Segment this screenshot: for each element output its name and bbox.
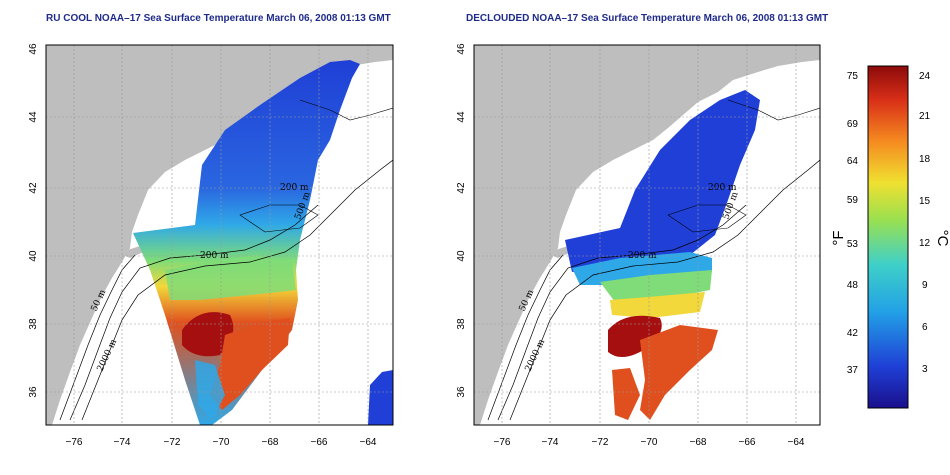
celsius-tick: 15: [919, 196, 931, 207]
fahrenheit-tick: 37: [847, 365, 859, 376]
sst-cold-shelf: [565, 90, 760, 272]
colorbar-celsius-ticks: 24 21 18 15 12 9 6 3: [919, 71, 931, 375]
x-tick-label: −76: [494, 437, 511, 448]
x-axis-ticks: −76 −74 −72 −70 −68 −66 −64: [494, 437, 805, 448]
x-tick-label: −68: [690, 437, 707, 448]
colorbar-fahrenheit-ticks: 75 69 64 59 53 48 42 37: [847, 71, 859, 376]
sst-warm-band: [610, 292, 705, 318]
fahrenheit-tick: 48: [847, 280, 859, 291]
sst-hot-fragment: [612, 368, 640, 420]
fahrenheit-tick: 75: [847, 71, 859, 82]
y-tick-label: 38: [456, 318, 467, 330]
celsius-tick: 24: [919, 71, 931, 82]
x-tick-label: −72: [592, 437, 609, 448]
x-tick-label: −70: [213, 437, 230, 448]
fahrenheit-tick: 64: [847, 156, 859, 167]
x-tick-label: −64: [360, 437, 377, 448]
x-tick-label: −72: [164, 437, 181, 448]
y-tick-label: 42: [28, 182, 39, 194]
land-mass: [474, 45, 820, 425]
x-tick-label: −66: [739, 437, 756, 448]
y-tick-label: 38: [28, 318, 39, 330]
y-tick-label: 44: [456, 111, 467, 123]
x-tick-label: −68: [262, 437, 279, 448]
land-mass: [46, 45, 393, 425]
y-tick-label: 46: [28, 43, 39, 55]
celsius-tick: 3: [922, 364, 928, 375]
celsius-tick: 6: [922, 322, 928, 333]
y-axis-ticks: 36 38 40 42 44 46: [456, 43, 467, 398]
sst-hottest-patch: [608, 315, 662, 357]
map-frame: [473, 44, 821, 426]
x-tick-label: −74: [114, 437, 131, 448]
y-tick-label: 36: [456, 386, 467, 398]
cool-filament: [195, 360, 225, 420]
fahrenheit-tick: 59: [847, 195, 859, 206]
eastern-fragment: [368, 370, 393, 425]
x-tick-label: −74: [542, 437, 559, 448]
colorbar: 75 69 64 59 53 48 42 37 24 21 18 15 12 9…: [830, 65, 950, 409]
grid-lines: [474, 45, 820, 425]
y-tick-label: 40: [28, 250, 39, 262]
fahrenheit-tick: 53: [847, 239, 859, 250]
y-axis-ticks: 36 38 40 42 44 46: [28, 43, 39, 398]
fahrenheit-tick: 69: [847, 119, 859, 130]
x-tick-label: −64: [788, 437, 805, 448]
warm-core-eddy: [182, 312, 234, 357]
colorbar-gradient: [867, 65, 909, 409]
grid-lines: [46, 45, 393, 425]
celsius-tick: 12: [919, 238, 931, 249]
contour-200m: [69, 204, 319, 421]
celsius-tick: 9: [922, 280, 928, 291]
x-axis-ticks: −76 −74 −72 −70 −68 −66 −64: [66, 437, 377, 448]
right-map-panel: 50 m 2000 m 200 m 200 m 500 m −76 −74 −7…: [456, 43, 821, 448]
contour-200m: [497, 204, 747, 421]
x-tick-label: −76: [66, 437, 83, 448]
fahrenheit-unit-label: °F: [830, 230, 847, 245]
sst-hot-stream: [640, 325, 718, 420]
left-map-title: RU COOL NOAA–17 Sea Surface Temperature …: [46, 13, 391, 24]
y-tick-label: 46: [456, 43, 467, 55]
contour-2000m: [81, 159, 393, 421]
contour-2000m: [509, 159, 820, 421]
y-tick-label: 36: [28, 386, 39, 398]
y-tick-label: 44: [28, 111, 39, 123]
celsius-tick: 18: [919, 154, 931, 165]
left-map-panel: 50 m 2000 m 200 m 200 m 500 m −76 −74 −7…: [28, 43, 394, 448]
contour-gulf-of-maine: [727, 99, 820, 121]
x-tick-label: −66: [311, 437, 328, 448]
right-map-title: DECLOUDED NOAA–17 Sea Surface Temperatur…: [466, 13, 829, 24]
x-tick-label: −70: [641, 437, 658, 448]
celsius-tick: 21: [919, 111, 931, 122]
contour-gulf-of-maine: [299, 99, 393, 121]
y-tick-label: 40: [456, 250, 467, 262]
fahrenheit-tick: 42: [847, 328, 859, 339]
map-frame: [45, 44, 394, 426]
y-tick-label: 42: [456, 182, 467, 194]
slope-green-band: [165, 255, 296, 300]
celsius-unit-label: °C: [934, 230, 950, 247]
